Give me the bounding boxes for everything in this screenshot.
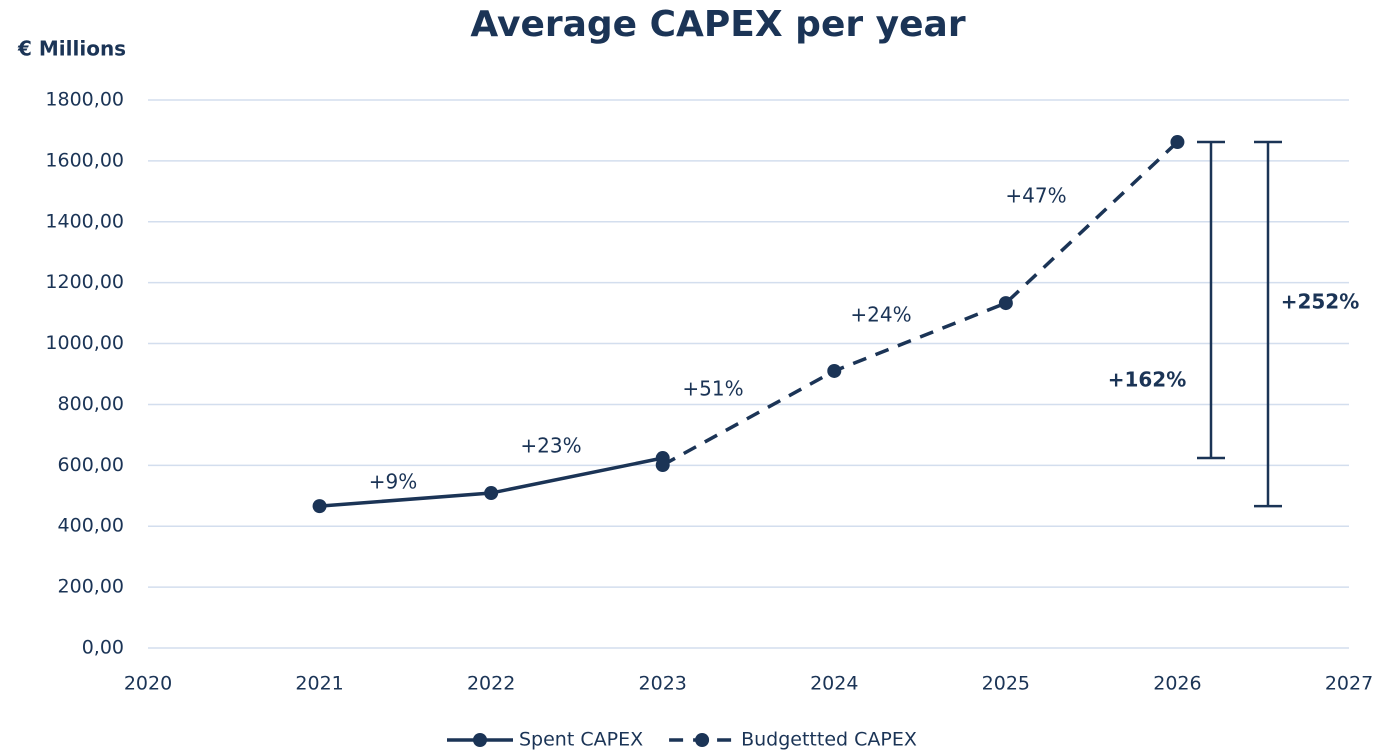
y-tick-label: 1800,00 [45,89,124,111]
y-tick-label: 1200,00 [45,271,124,293]
x-tick-label: 2021 [295,673,343,695]
annotation: +9% [369,470,418,494]
x-tick-label: 2027 [1325,673,1373,695]
marker [484,486,499,501]
bracket [1254,140,1282,508]
chart-title: Average CAPEX per year [470,4,965,45]
marker [827,363,842,378]
annotation: +24% [850,303,911,327]
marker [312,499,327,514]
y-tick-label: 800,00 [58,393,124,415]
marker [1170,135,1185,150]
bracket [1197,140,1225,460]
y-tick-label: 600,00 [58,454,124,476]
legend-marker [473,733,487,747]
y-tick-label: 1400,00 [45,210,124,232]
y-tick-label: 1600,00 [45,149,124,171]
x-tick-label: 2024 [810,673,858,695]
legend-marker [695,733,710,747]
annotation: +162% [1108,368,1187,392]
legend-label: Spent CAPEX [519,729,643,751]
annotation: +23% [520,434,581,458]
x-tick-label: 2022 [467,673,515,695]
x-tick-label: 2020 [124,673,172,695]
y-axis-label: € Millions [17,37,126,61]
legend-label: Budgettted CAPEX [741,729,917,751]
y-tick-label: 200,00 [58,576,124,598]
marker [655,458,670,473]
x-tick-label: 2026 [1153,673,1201,695]
y-tick-label: 1000,00 [45,332,124,354]
x-tick-label: 2025 [982,673,1030,695]
y-tick-label: 400,00 [58,515,124,537]
annotation: +47% [1005,184,1066,208]
y-tick-label: 0,00 [82,637,124,659]
annotation: +252% [1281,290,1360,314]
line [661,140,1179,467]
annotation: +51% [682,377,743,401]
x-tick-label: 2023 [639,673,687,695]
marker [998,296,1013,311]
